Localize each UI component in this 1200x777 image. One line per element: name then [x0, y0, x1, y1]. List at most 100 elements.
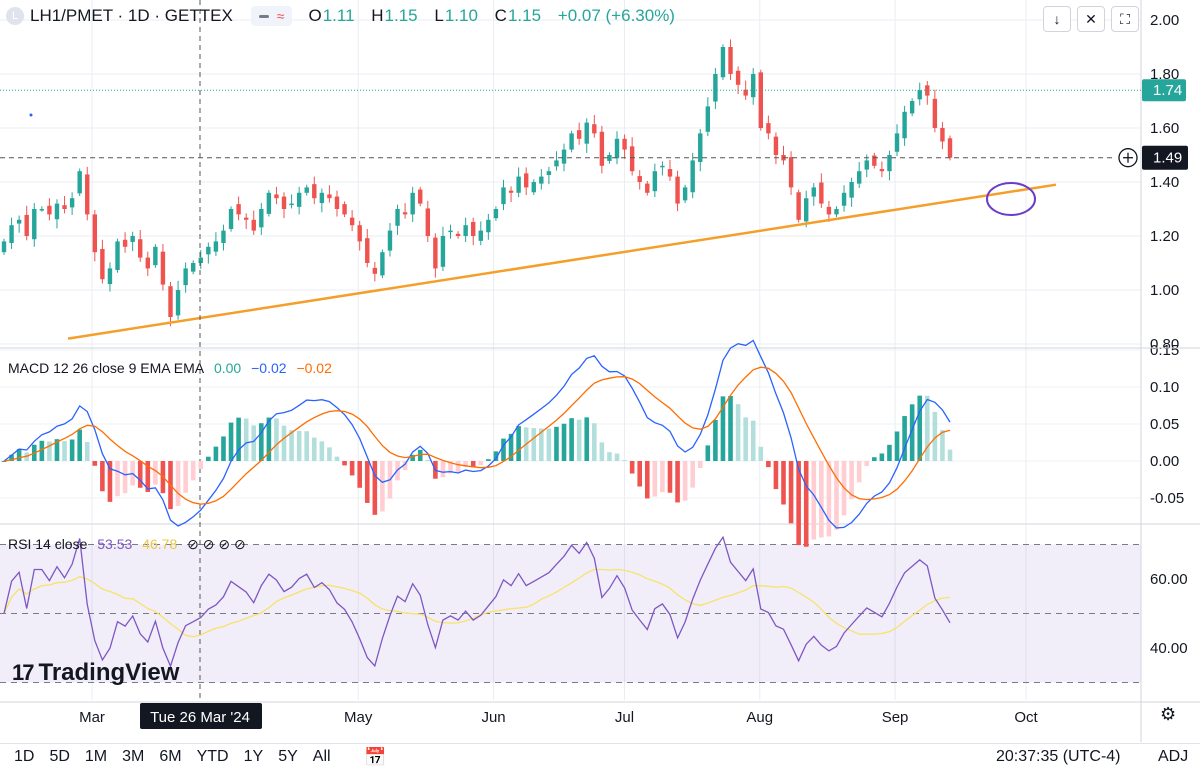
macd-bar — [69, 439, 75, 461]
macd-bar — [198, 461, 204, 469]
compare-pill[interactable]: ≈ — [250, 6, 293, 26]
macd-bar — [766, 461, 771, 468]
candle-body — [751, 74, 756, 98]
range-1d[interactable]: 1D — [14, 748, 35, 765]
macd-bar — [569, 418, 574, 461]
macd-bar — [826, 461, 832, 537]
candle-body — [486, 219, 491, 233]
calendar-icon[interactable]: 📅 — [364, 747, 387, 767]
candle-body — [425, 208, 431, 236]
ohlc-readout: O1.11 H1.15 L1.10 C1.15 +0.07 (+6.30%) — [308, 6, 675, 25]
macd-bar — [334, 456, 340, 461]
candle-body — [69, 198, 75, 208]
range-1m[interactable]: 1M — [84, 748, 108, 765]
macd-bar — [221, 436, 226, 461]
candle-body — [917, 90, 922, 100]
macd-tick-label: 0.05 — [1150, 416, 1179, 433]
candle-body — [834, 209, 839, 215]
macd-bar — [243, 418, 249, 461]
macd-bar — [349, 461, 355, 476]
candle-body — [826, 206, 832, 215]
rsi-tick-label: 60.00 — [1150, 571, 1188, 588]
macd-bar — [660, 461, 665, 493]
macd-bar — [834, 461, 839, 530]
candle-body — [561, 149, 567, 164]
macd-bar — [879, 453, 885, 461]
range-5y[interactable]: 5Y — [278, 748, 298, 765]
macd-bar — [501, 438, 506, 461]
candle-body — [228, 209, 234, 229]
macd-bar — [622, 460, 627, 462]
macd-bar — [402, 461, 408, 471]
macd-bar — [107, 461, 113, 502]
candle-body — [372, 267, 378, 274]
candle-body — [410, 192, 415, 215]
macd-bar — [584, 417, 590, 461]
symbol-title[interactable]: LH1/PMET · 1D · GETTEX — [30, 6, 233, 25]
macd-bar — [531, 428, 537, 461]
crosshair-date-label: Tue 26 Mar '24 — [150, 709, 250, 726]
rsi-legend[interactable]: RSI 14 close 53.53 46.78 ⊘ ⊘ ⊘ ⊘ — [8, 536, 252, 553]
rsi-tick-label: 40.00 — [1150, 640, 1188, 657]
macd-bar — [675, 461, 680, 503]
candle-body — [690, 160, 695, 193]
macd-bar — [682, 461, 688, 501]
candle-body — [554, 160, 559, 167]
price-tick-label: 2.00 — [1150, 12, 1179, 29]
range-1y[interactable]: 1Y — [243, 748, 264, 765]
macd-bar — [864, 461, 870, 467]
fullscreen-button[interactable]: ⛶ — [1111, 6, 1139, 32]
last-price-label: 1.74 — [1153, 82, 1182, 99]
macd-bar — [932, 411, 938, 461]
candle-body — [319, 192, 325, 204]
candle-body — [138, 239, 143, 258]
top-buttons: ↓ ✕ ⛶ — [1043, 6, 1139, 32]
macd-legend[interactable]: MACD 12 26 close 9 EMA EMA 0.00 −0.02 −0… — [8, 360, 338, 376]
macd-bar — [788, 461, 794, 524]
clock-readout[interactable]: 20:37:35 (UTC-4) — [996, 748, 1121, 765]
macd-bar — [62, 441, 67, 461]
macd-bar — [380, 461, 385, 512]
candle-body — [622, 138, 627, 150]
range-all[interactable]: All — [312, 748, 331, 765]
macd-bar — [463, 461, 468, 467]
crosshair-date-badge — [140, 703, 262, 729]
macd-bar — [743, 417, 748, 461]
macd-bar — [773, 461, 779, 490]
candle-body — [645, 183, 650, 193]
price-tick-label: 1.20 — [1150, 228, 1179, 245]
macd-bar — [599, 442, 605, 461]
candle-body — [849, 182, 854, 198]
candle-body — [531, 182, 536, 193]
range-6m[interactable]: 6M — [159, 748, 182, 765]
candle-body — [387, 230, 393, 251]
candle-body — [455, 233, 461, 236]
macd-bar — [137, 461, 143, 488]
candle-body — [395, 209, 400, 226]
candle-body — [440, 236, 446, 267]
candle-body — [85, 174, 90, 215]
range-ytd[interactable]: YTD — [196, 748, 229, 765]
candle-body — [281, 196, 287, 209]
adj-toggle[interactable]: ADJ — [1158, 748, 1189, 765]
macd-bar — [576, 419, 582, 461]
download-button[interactable]: ↓ — [1043, 6, 1071, 32]
rsi-value: 53.53 — [97, 536, 133, 552]
macd-bar — [516, 426, 521, 461]
macd-bar — [9, 454, 14, 461]
macd-tick-label: 0.00 — [1150, 453, 1179, 470]
candle-body — [902, 111, 907, 139]
gear-icon[interactable]: ⚙ — [1160, 704, 1177, 724]
macd-bar — [629, 461, 635, 474]
candle-body — [183, 268, 188, 286]
range-3m[interactable]: 3M — [122, 748, 145, 765]
macd-bar — [902, 416, 907, 461]
range-5d[interactable]: 5D — [49, 748, 70, 765]
macd-tick-label: 0.15 — [1150, 342, 1179, 359]
close-button[interactable]: ✕ — [1077, 6, 1105, 32]
tradingview-logo: 17 TradingView — [12, 659, 179, 687]
macd-hist-value: 0.00 — [213, 360, 242, 376]
candle-body — [932, 98, 938, 128]
macd-bar — [592, 423, 597, 461]
